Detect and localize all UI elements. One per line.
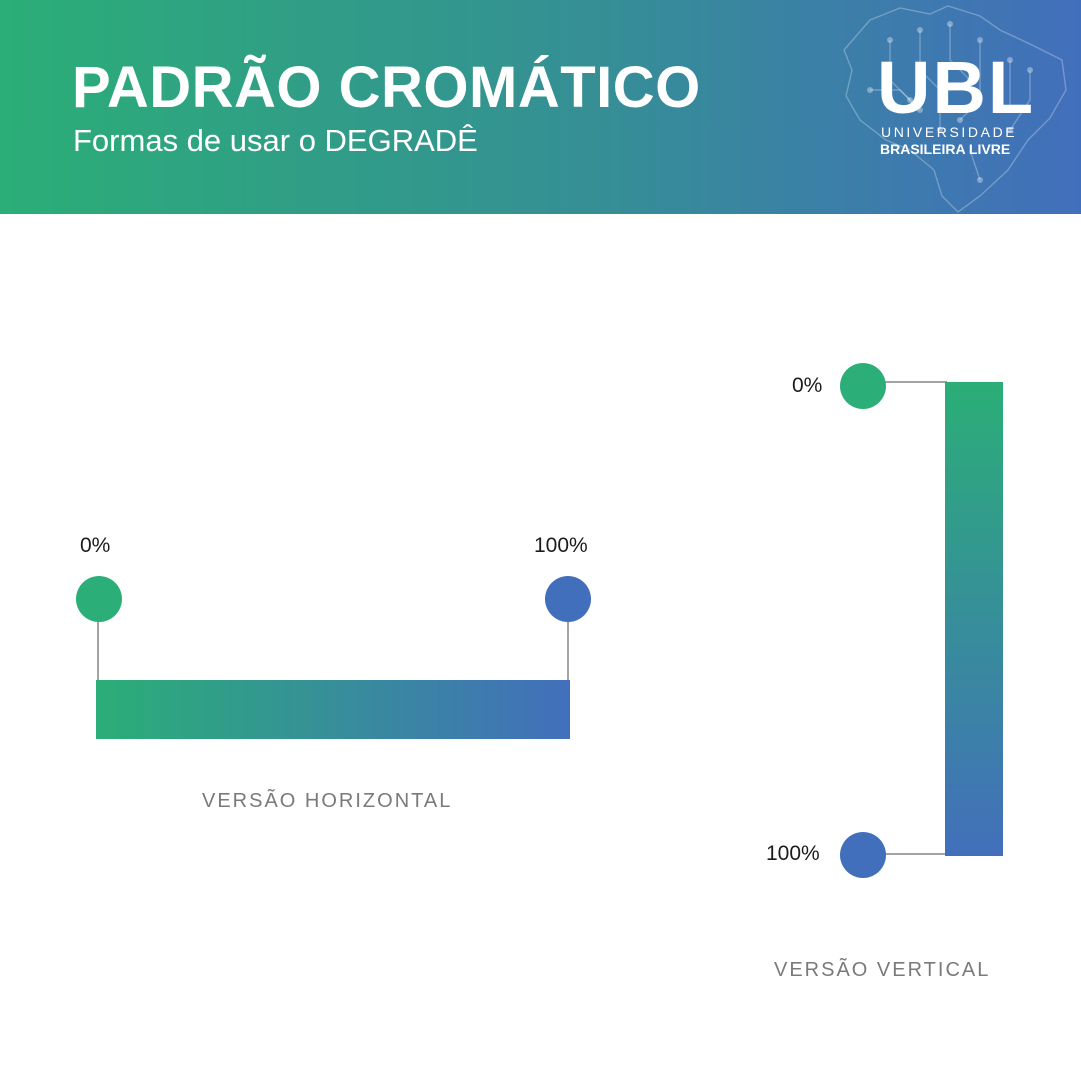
horizontal-caption: VERSÃO HORIZONTAL [202, 790, 453, 812]
vertical-end-label: 100% [766, 842, 820, 865]
horizontal-start-color-dot [76, 576, 122, 622]
header-banner: PADRÃO CROMÁTICO Formas de usar o DEGRAD… [0, 0, 1081, 214]
horizontal-end-connector [567, 620, 569, 682]
page-subtitle: Formas de usar o DEGRADÊ [73, 123, 478, 158]
vertical-start-color-dot [840, 363, 886, 409]
logo-wordmark: UBL [877, 46, 1036, 129]
vertical-caption: VERSÃO VERTICAL [774, 959, 991, 981]
logo-line-1: UNIVERSIDADE [881, 124, 1018, 140]
page-title: PADRÃO CROMÁTICO [72, 55, 701, 120]
vertical-gradient-bar [945, 382, 1003, 856]
brazil-circuit-map-icon [843, 5, 1067, 213]
vertical-start-connector [880, 381, 947, 383]
horizontal-gradient-bar [96, 680, 570, 739]
logo-line-2: BRASILEIRA LIVRE [880, 141, 1011, 157]
horizontal-end-color-dot [545, 576, 591, 622]
vertical-end-color-dot [840, 832, 886, 878]
vertical-start-label: 0% [792, 374, 823, 397]
horizontal-start-label: 0% [80, 534, 111, 557]
horizontal-start-connector [97, 620, 99, 682]
horizontal-end-label: 100% [534, 534, 588, 557]
vertical-end-connector [880, 853, 947, 855]
